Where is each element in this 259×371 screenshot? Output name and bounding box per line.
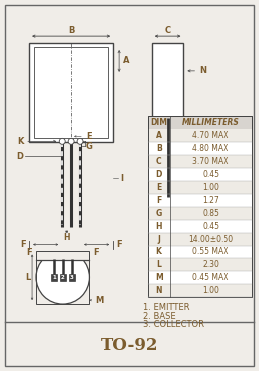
Text: G: G — [86, 142, 93, 151]
Bar — [36, 250, 89, 304]
Bar — [152, 43, 183, 118]
Text: 1.00: 1.00 — [202, 286, 219, 295]
Text: E: E — [156, 183, 161, 192]
Text: D: D — [16, 152, 23, 161]
Circle shape — [68, 138, 74, 144]
Text: 14.00±0.50: 14.00±0.50 — [188, 234, 233, 244]
Text: MILLIMETERS: MILLIMETERS — [182, 118, 240, 127]
Bar — [148, 115, 252, 297]
Bar — [148, 142, 252, 155]
Text: 3.70 MAX: 3.70 MAX — [192, 157, 229, 166]
Text: L: L — [156, 260, 161, 269]
Text: A: A — [123, 56, 130, 65]
Bar — [148, 259, 252, 271]
Text: 1: 1 — [52, 275, 56, 280]
Bar — [148, 233, 252, 246]
Bar — [51, 274, 57, 281]
Text: J: J — [157, 234, 160, 244]
Text: 0.55 MAX: 0.55 MAX — [192, 247, 229, 256]
Bar — [148, 129, 252, 142]
Text: H: H — [155, 222, 162, 231]
Text: 0.45: 0.45 — [202, 170, 219, 179]
Text: B: B — [156, 144, 162, 153]
Text: M: M — [155, 273, 163, 282]
Text: K: K — [156, 247, 162, 256]
Text: F: F — [26, 248, 32, 257]
Text: F: F — [116, 240, 122, 249]
Text: 2.30: 2.30 — [202, 260, 219, 269]
Circle shape — [36, 250, 89, 304]
Bar — [29, 43, 113, 142]
Text: E: E — [86, 132, 92, 141]
Text: 2: 2 — [61, 275, 64, 280]
Bar — [148, 284, 252, 297]
Text: C: C — [156, 157, 162, 166]
Bar — [148, 181, 252, 194]
Text: L: L — [25, 273, 31, 282]
Text: 3. COLLECTOR: 3. COLLECTOR — [143, 321, 204, 329]
Bar — [69, 274, 75, 281]
Text: 4.80 MAX: 4.80 MAX — [192, 144, 229, 153]
Text: 0.45: 0.45 — [202, 222, 219, 231]
Text: G: G — [156, 209, 162, 218]
Bar — [148, 194, 252, 207]
Bar — [60, 274, 66, 281]
Text: 1.00: 1.00 — [202, 183, 219, 192]
Text: F: F — [156, 196, 161, 205]
Circle shape — [59, 138, 65, 144]
Text: F: F — [20, 240, 26, 249]
Text: A: A — [156, 131, 162, 140]
Text: F: F — [93, 248, 99, 257]
Bar — [148, 271, 252, 284]
Text: 0.45 MAX: 0.45 MAX — [192, 273, 229, 282]
Text: 0.85: 0.85 — [202, 209, 219, 218]
Text: 2. BASE: 2. BASE — [143, 312, 176, 321]
Text: H: H — [63, 233, 70, 242]
Text: 3: 3 — [70, 275, 74, 280]
Text: TO-92: TO-92 — [101, 337, 159, 354]
Bar — [148, 115, 252, 129]
Bar — [148, 168, 252, 181]
Text: D: D — [155, 170, 162, 179]
Bar — [148, 207, 252, 220]
Text: 1. EMITTER: 1. EMITTER — [143, 303, 189, 312]
Circle shape — [77, 138, 83, 144]
Bar — [34, 47, 108, 138]
Bar — [35, 249, 90, 260]
Text: C: C — [164, 26, 171, 35]
Text: K: K — [17, 137, 23, 146]
Text: DIM: DIM — [150, 118, 167, 127]
Text: M: M — [95, 296, 104, 305]
Text: 1.27: 1.27 — [202, 196, 219, 205]
Text: 4.70 MAX: 4.70 MAX — [192, 131, 229, 140]
Text: I: I — [120, 174, 123, 183]
Bar — [148, 220, 252, 233]
Bar — [148, 155, 252, 168]
Text: B: B — [68, 26, 74, 35]
Text: N: N — [155, 286, 162, 295]
Bar — [148, 246, 252, 259]
Text: N: N — [199, 66, 206, 75]
